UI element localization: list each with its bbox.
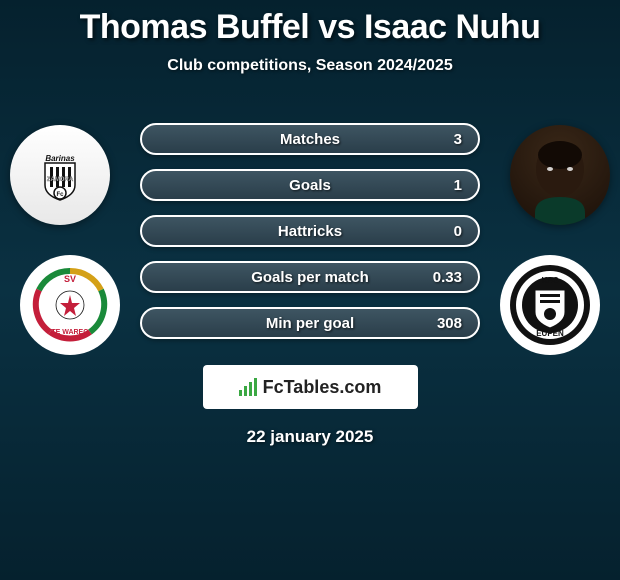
brand-box: FcTables.com (203, 365, 418, 409)
svg-text:Fc: Fc (56, 192, 64, 198)
svg-text:Barinas: Barinas (45, 154, 75, 163)
bar-icon-segment (239, 390, 242, 396)
brand-text: FcTables.com (263, 377, 382, 398)
page-subtitle: Club competitions, Season 2024/2025 (0, 57, 620, 75)
club-badge-icon: SV TE WAREG (20, 255, 120, 355)
stat-value-right: 308 (418, 315, 478, 332)
bar-icon-segment (249, 382, 252, 396)
stats-list: Matches 3 Goals 1 Hattricks 0 Goals per … (140, 123, 480, 353)
club-right-badge: KAS EUPEN (500, 255, 600, 355)
date-label: 22 january 2025 (0, 427, 620, 447)
bar-icon-segment (244, 386, 247, 396)
page-title: Thomas Buffel vs Isaac Nuhu (0, 8, 620, 47)
stat-value-right: 0.33 (418, 269, 478, 286)
comparison-content: Barinas ZAMORA Fc (0, 105, 620, 345)
stat-label: Hattricks (202, 223, 418, 240)
svg-text:TE WAREG: TE WAREG (51, 329, 89, 336)
player-left-avatar: Barinas ZAMORA Fc (10, 125, 110, 225)
club-badge-icon: KAS EUPEN (500, 255, 600, 355)
player-right-avatar (510, 125, 610, 225)
stat-row: Goals per match 0.33 (140, 261, 480, 293)
svg-text:SV: SV (64, 274, 76, 284)
stat-value-right: 3 (418, 131, 478, 148)
svg-text:EUPEN: EUPEN (536, 329, 564, 338)
bar-chart-icon (239, 378, 257, 396)
stat-row: Matches 3 (140, 123, 480, 155)
shield-icon: Barinas ZAMORA Fc (10, 125, 110, 225)
stat-label: Min per goal (202, 315, 418, 332)
svg-text:ZAMORA: ZAMORA (47, 177, 74, 183)
person-icon (510, 125, 610, 225)
club-left-badge: SV TE WAREG (20, 255, 120, 355)
stat-row: Min per goal 308 (140, 307, 480, 339)
stat-label: Goals per match (202, 269, 418, 286)
stat-value-right: 1 (418, 177, 478, 194)
bar-icon-segment (254, 378, 257, 396)
stat-label: Goals (202, 177, 418, 194)
stat-label: Matches (202, 131, 418, 148)
stat-value-right: 0 (418, 223, 478, 240)
stat-row: Hattricks 0 (140, 215, 480, 247)
svg-text:KAS: KAS (542, 276, 560, 285)
stat-row: Goals 1 (140, 169, 480, 201)
